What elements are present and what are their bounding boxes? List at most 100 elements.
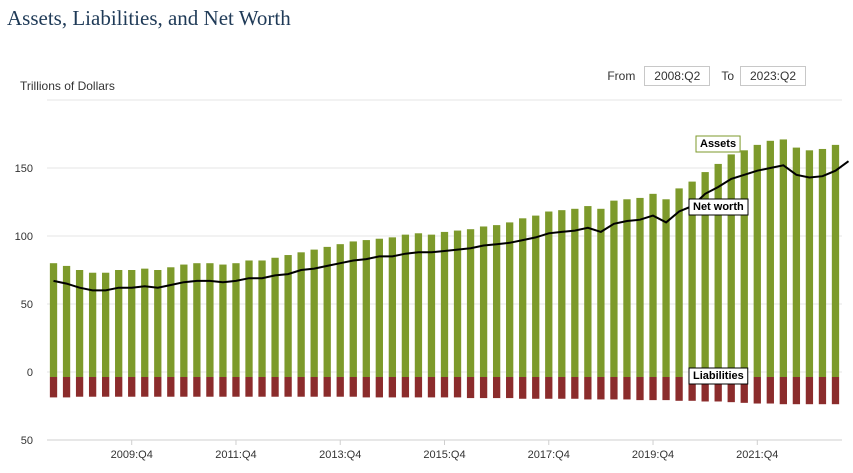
liability-bar xyxy=(141,377,149,397)
liability-bar xyxy=(115,377,123,397)
net-worth-series xyxy=(53,160,850,292)
liability-bar xyxy=(714,377,722,402)
assets-label: Assets xyxy=(700,138,736,150)
liability-bar xyxy=(506,377,514,399)
asset-bar xyxy=(453,230,462,377)
asset-bar xyxy=(831,144,840,377)
x-tick-label: 2011:Q4 xyxy=(215,449,256,461)
asset-bar xyxy=(388,237,397,377)
to-label: To xyxy=(721,69,734,83)
liability-bar xyxy=(258,377,266,397)
asset-bar xyxy=(662,199,670,377)
liabilities-label-box xyxy=(688,367,749,385)
liability-bar xyxy=(88,377,97,397)
liability-bar xyxy=(571,377,579,399)
from-label: From xyxy=(607,69,636,83)
liability-bar xyxy=(245,377,253,397)
y-tick-label: 50 xyxy=(21,435,33,447)
asset-bar xyxy=(219,264,227,377)
asset-bar xyxy=(115,270,123,377)
asset-bar xyxy=(154,270,162,377)
liability-bar xyxy=(805,377,814,405)
liability-bar xyxy=(792,377,801,405)
liability-bar xyxy=(414,377,423,398)
asset-bar xyxy=(779,139,788,377)
liability-bar xyxy=(154,377,162,397)
asset-bar xyxy=(362,240,370,377)
liability-bar xyxy=(766,377,774,404)
asset-bar xyxy=(401,234,410,377)
asset-bar xyxy=(232,263,240,377)
liability-bar xyxy=(206,377,214,397)
y-tick-label: 150 xyxy=(15,163,33,175)
liability-bar xyxy=(779,377,788,405)
asset-bar xyxy=(75,270,84,377)
asset-bar xyxy=(206,263,214,377)
assets-label-box xyxy=(695,135,741,153)
liability-bar xyxy=(310,377,318,397)
liability-bar xyxy=(636,377,644,401)
asset-bar xyxy=(675,188,683,377)
asset-bar xyxy=(571,208,579,377)
to-date-input[interactable] xyxy=(740,66,806,86)
liability-bar xyxy=(649,377,657,401)
asset-bar xyxy=(558,210,566,377)
net-worth-label-box xyxy=(688,198,749,216)
liability-bar xyxy=(271,377,279,397)
asset-bar xyxy=(805,150,814,377)
date-range-controls: From To xyxy=(607,66,806,86)
liability-bar xyxy=(284,377,292,397)
asset-bar xyxy=(597,208,605,377)
bars xyxy=(49,139,840,405)
asset-bar xyxy=(349,241,357,377)
x-tick-label: 2019:Q4 xyxy=(632,449,674,461)
asset-bar xyxy=(297,252,305,377)
liability-bar xyxy=(584,377,592,400)
liability-bar xyxy=(362,377,370,398)
liability-bar xyxy=(62,377,71,398)
liability-bar xyxy=(479,377,488,399)
asset-bar xyxy=(636,197,644,377)
liability-bar xyxy=(336,377,344,397)
asset-bar xyxy=(753,144,761,377)
asset-bar xyxy=(532,215,540,377)
liability-bar xyxy=(388,377,397,398)
asset-bar xyxy=(128,270,136,377)
asset-bar xyxy=(818,148,827,377)
x-tick-label: 2017:Q4 xyxy=(528,449,570,461)
liability-bar xyxy=(610,377,618,400)
liability-bar xyxy=(831,377,840,405)
asset-bar xyxy=(545,211,553,377)
liability-bar xyxy=(219,377,227,397)
asset-bar xyxy=(492,225,501,377)
liability-bar xyxy=(519,377,527,399)
asset-bar xyxy=(623,199,631,377)
liability-bar xyxy=(49,377,58,398)
liability-bar xyxy=(128,377,136,397)
x-tick-label: 2013:Q4 xyxy=(319,449,361,461)
liability-bar xyxy=(597,377,605,400)
asset-bar xyxy=(688,181,696,377)
asset-bar xyxy=(740,150,748,377)
asset-bar xyxy=(180,264,188,377)
asset-bar xyxy=(649,193,657,377)
asset-bar xyxy=(141,268,149,377)
liability-bar xyxy=(349,377,357,397)
liability-bar xyxy=(297,377,305,397)
liabilities-label: Liabilities xyxy=(693,370,744,382)
liability-bar xyxy=(193,377,201,397)
liability-bar xyxy=(466,377,475,399)
from-date-input[interactable] xyxy=(644,66,711,86)
liability-bar xyxy=(688,377,696,401)
x-tick-label: 2009:Q4 xyxy=(111,449,153,461)
annotations: Assets Net worth Liabilities xyxy=(688,135,749,385)
asset-bar xyxy=(336,244,344,377)
liability-bar xyxy=(232,377,240,397)
asset-bar xyxy=(414,233,423,377)
liability-bar xyxy=(427,377,436,398)
asset-bar xyxy=(49,263,58,377)
liability-bar xyxy=(323,377,331,397)
asset-bar xyxy=(284,255,292,377)
asset-bar xyxy=(323,246,331,377)
asset-bar xyxy=(375,238,383,377)
